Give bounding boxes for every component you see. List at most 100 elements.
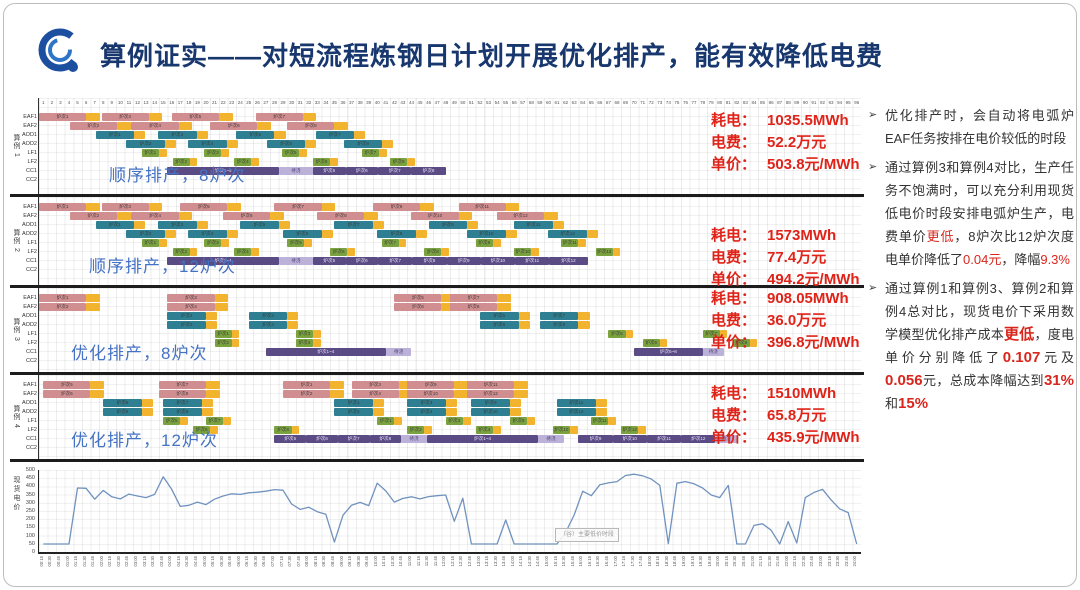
- gantt-bar: 炉次6: [345, 257, 379, 265]
- gantt-bar: 待浇: [401, 435, 427, 443]
- gantt-bar: 炉次11: [515, 257, 550, 265]
- gantt-bar: 炉次6: [283, 230, 322, 238]
- gantt-bar: 炉次1: [39, 203, 87, 211]
- gantt-bar: 炉次4: [295, 339, 313, 347]
- bullet-item-1: ➢ 优化排产时，会自动将电弧炉EAF任务按排在电价较低的时段: [868, 104, 1074, 150]
- gantt-bar: 炉次2: [167, 321, 206, 329]
- gantt-bar: 炉次12: [595, 248, 613, 256]
- gantt-bar: 炉次11: [458, 203, 506, 211]
- gantt-bar-transfer: [364, 212, 379, 220]
- gantt-bar: 待浇: [385, 348, 412, 356]
- gantt-bar-transfer: [347, 248, 355, 256]
- gantt-bar-transfer: [196, 131, 208, 139]
- gantt-bar: 炉次2: [283, 390, 331, 398]
- gantt-bar-transfer: [141, 408, 153, 416]
- bullet-item-3: ➢ 通过算例1和算例3、算例2和算例4总对比，现货电价下采用数学模型优化排产成本更…: [868, 277, 1074, 415]
- gantt-bar-transfer: [354, 131, 366, 139]
- gantt-bar: 炉次11: [646, 435, 682, 443]
- spot-price-line-chart: 现货电价 500 450 400 350 300 250 200 150 100 50 0 （谷）主要低…: [10, 464, 864, 586]
- gantt-bar: 炉次8: [411, 167, 446, 175]
- gantt-bar-transfer: [287, 312, 299, 320]
- gantt-section-3: 算例 3 EAF1 EAF2 AOD1 AOD2 LF1 LF2 CC1 CC2 炉次1 炉次3 炉次…: [10, 288, 864, 375]
- gantt-bar: 炉次7: [158, 381, 206, 389]
- gantt-bar: 炉次4: [475, 426, 493, 434]
- gantt-bar-transfer: [638, 426, 647, 434]
- gantt-bar: 炉次3: [101, 203, 149, 211]
- gantt-bar: 炉次10: [407, 390, 455, 398]
- gantt-bar: 炉次4: [248, 321, 288, 329]
- gantt-bar-transfer: [382, 140, 394, 148]
- gantt-bar-transfer: [424, 426, 433, 434]
- gantt-bar-transfer: [492, 426, 501, 434]
- gantt-bar-transfer: [205, 321, 218, 329]
- gantt-bar: 炉次9: [475, 239, 493, 247]
- machine-row-labels: EAF1 EAF2 AOD1 AOD2 LF1 LF2 CC1 CC2: [22, 382, 37, 451]
- gantt-bar-transfer: [749, 339, 758, 347]
- y-axis-ticks: 500 450 400 350 300 250 200 150 100 50 0: [25, 467, 35, 555]
- gantt-bar: 炉次12: [681, 435, 716, 443]
- gantt-bar: 炉次1: [39, 113, 87, 121]
- gantt-bar-transfer: [372, 408, 385, 416]
- gantt-bar-transfer: [226, 140, 238, 148]
- gantt-bar: 炉次5: [103, 399, 142, 407]
- gantt-bar-transfer: [420, 203, 434, 211]
- gantt-bar-transfer: [226, 230, 238, 238]
- gantt-bar-transfer: [299, 149, 307, 157]
- gantt-bar-transfer: [330, 158, 338, 166]
- gantt-bar-transfer: [148, 113, 163, 121]
- machine-row-labels: EAF1 EAF2 AOD1 AOD2 LF1 LF2 CC1 CC2: [22, 204, 37, 273]
- gantt-bar: 炉次5: [282, 149, 300, 157]
- gantt-bar-transfer: [578, 321, 590, 329]
- company-swirl-logo-icon: [38, 28, 82, 72]
- slide-border: 算例证实——对短流程炼钢日计划开展优化排产，能有效降低电费 算例 1 EAF1 EA…: [3, 3, 1077, 587]
- gantt-bar-transfer: [158, 239, 167, 247]
- gantt-bar-transfer: [441, 248, 450, 256]
- gantt-bar-transfer: [544, 212, 558, 220]
- gantt-plot: 炉次5 炉次7 炉次1 炉次3 炉次9 炉次11 炉次6 炉次8 炉次2 炉次4 炉次10 炉次12 炉…: [38, 375, 861, 459]
- gantt-bar-transfer: [214, 294, 229, 302]
- stat-耗电: 耗电： 908.05MWh: [711, 290, 849, 307]
- gantt-bar-transfer: [509, 399, 522, 407]
- gantt-bar: 炉次4: [131, 122, 179, 130]
- gantt-bar: 炉次11: [514, 221, 553, 229]
- gantt-bar: 炉次7: [337, 435, 370, 443]
- gantt-bar: 炉次11: [467, 381, 515, 389]
- gantt-bar: 炉次7: [334, 221, 373, 229]
- gantt-bar-transfer: [189, 248, 198, 256]
- gantt-bar-transfer: [178, 212, 193, 220]
- gantt-bar: 炉次10: [514, 248, 532, 256]
- gantt-bar: 炉次12: [549, 257, 588, 265]
- gantt-bar: 炉次4: [187, 230, 227, 238]
- gantt-bar-transfer: [497, 294, 511, 302]
- gantt-bar: 炉次4: [187, 140, 227, 148]
- gantt-bar: 炉次3: [295, 330, 313, 338]
- gantt-bar-transfer: [291, 426, 300, 434]
- gantt-bar-transfer: [505, 203, 520, 211]
- gantt-bar: 炉次1: [167, 312, 206, 320]
- gantt-bar: 炉次6: [479, 321, 519, 329]
- gantt-bar-transfer: [116, 212, 131, 220]
- gantt-bar-transfer: [398, 239, 407, 247]
- stat-电费: 电费： 52.2万元: [711, 134, 827, 151]
- gantt-bar-transfer: [196, 221, 208, 229]
- gantt-bar-transfer: [415, 230, 427, 238]
- gantt-bar: 炉次9: [446, 257, 481, 265]
- gantt-bar-transfer: [164, 230, 176, 238]
- gantt-bar-transfer: [148, 203, 163, 211]
- gantt-bar: 炉次12: [621, 426, 639, 434]
- gantt-bar-transfer: [227, 203, 242, 211]
- gantt-bar: 炉次5: [313, 257, 346, 265]
- gantt-bar-transfer: [116, 122, 131, 130]
- gantt-bar: 炉次6: [330, 248, 348, 256]
- conclusion-notes-panel: ➢ 优化排产时，会自动将电弧炉EAF任务按排在电价较低的时段 ➢ 通过算例3和算例4对…: [868, 104, 1074, 421]
- gantt-bar: 炉次10: [411, 212, 459, 220]
- case-label: 算例 2: [13, 229, 20, 253]
- gantt-bar: 炉次1: [95, 131, 135, 139]
- gantt-bar: 炉次1~4: [265, 348, 386, 356]
- gantt-bar-transfer: [398, 390, 413, 398]
- gantt-bar-transfer: [527, 417, 535, 425]
- gantt-bar: 待浇: [278, 167, 313, 175]
- gantt-bar: 炉次7: [702, 330, 720, 338]
- gantt-bar-transfer: [205, 312, 218, 320]
- gantt-bar-transfer: [321, 203, 336, 211]
